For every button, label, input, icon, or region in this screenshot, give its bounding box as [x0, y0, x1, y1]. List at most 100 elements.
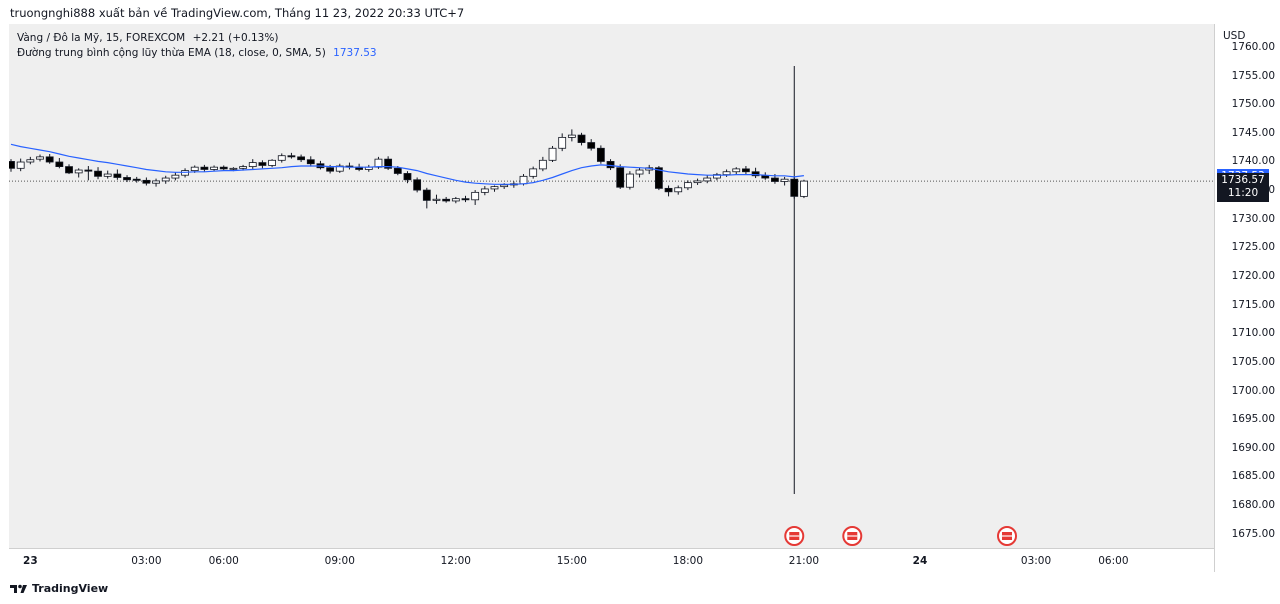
candle-body: [239, 166, 247, 169]
time-tick-label: 24: [912, 555, 928, 567]
time-tick-label: 18:00: [672, 555, 704, 567]
candle-body: [219, 166, 228, 170]
price-tick-label: 1700.00: [1231, 384, 1275, 397]
candle-body: [393, 167, 402, 174]
candle-body: [693, 180, 702, 184]
legend-change: +2.21 (+0.13%): [192, 32, 279, 44]
candle-body: [55, 161, 64, 167]
candle-body: [684, 182, 692, 189]
price-tick-label: 1755.00: [1231, 69, 1275, 82]
candle-body: [26, 159, 35, 163]
price-tick-label: 1715.00: [1231, 298, 1275, 311]
candle-body: [606, 161, 615, 169]
candle-body: [538, 159, 547, 170]
candle-body: [258, 162, 267, 166]
candle-body: [703, 177, 712, 182]
legend-ema-label[interactable]: Đường trung bình cộng lũy thừa EMA (18, …: [17, 47, 326, 59]
time-tick-label: 03:00: [1020, 555, 1052, 567]
publish-info: truongnghi888 xuất bản về TradingView.co…: [10, 6, 465, 20]
candle-body: [442, 198, 451, 202]
price-tick-label: 1680.00: [1231, 499, 1275, 512]
candle-body: [471, 191, 480, 201]
legend-symbol-row: Vàng / Đô la Mỹ, 15, FOREXCOM +2.21 (+0.…: [17, 32, 278, 44]
candle-body: [152, 180, 160, 184]
candle-body: [171, 174, 180, 179]
countdown-text: 11:20: [1227, 187, 1259, 200]
candle-body: [790, 178, 799, 197]
currency-label[interactable]: USD: [1223, 30, 1246, 42]
candle-body: [780, 178, 789, 182]
time-tick-label: 12:00: [440, 555, 471, 567]
candle-body: [277, 155, 286, 161]
candle-body: [306, 159, 315, 165]
price-tick-label: 1760.00: [1231, 40, 1275, 53]
candle-body: [500, 184, 509, 188]
candle-body: [558, 136, 567, 149]
ema-line: [10, 143, 804, 185]
time-tick-label: 21:00: [788, 555, 820, 567]
time-tick-label: 03:00: [131, 555, 162, 567]
candle-body: [36, 156, 44, 160]
candle-body: [9, 161, 15, 169]
legend-symbol[interactable]: Vàng / Đô la Mỹ, 15, FOREXCOM: [17, 32, 186, 44]
candle-body: [142, 179, 151, 184]
candle-body: [451, 198, 460, 202]
candle-body: [94, 170, 102, 177]
candle-body: [654, 167, 663, 189]
chart-pane[interactable]: Vàng / Đô la Mỹ, 15, FOREXCOM +2.21 (+0.…: [9, 24, 1214, 548]
legend-ema-value: 1737.53: [333, 47, 377, 59]
price-tick-label: 1705.00: [1231, 355, 1275, 368]
candle-body: [490, 186, 499, 190]
candle-body: [113, 173, 122, 178]
candle-body: [480, 188, 489, 193]
candle-body: [751, 171, 760, 177]
candle-body: [190, 166, 199, 172]
candle-body: [548, 147, 557, 161]
price-tick-label: 1745.00: [1231, 126, 1275, 139]
footer-brand[interactable]: TradingView: [10, 582, 108, 595]
candle-body: [326, 167, 335, 172]
price-tick-label: 1750.00: [1231, 98, 1275, 111]
price-tick-label: 1710.00: [1231, 327, 1275, 340]
candle-body: [403, 173, 412, 181]
last-price-text: 1736.57: [1221, 174, 1265, 187]
candle-body: [384, 158, 393, 169]
price-tick-label: 1685.00: [1231, 470, 1275, 483]
candle-body: [16, 161, 25, 169]
price-axis[interactable]: USD 1760.00 1755.00 1750.00 1745.00 1740.00 1…: [1214, 24, 1280, 572]
candle-body: [674, 187, 683, 193]
time-tick-label: 06:00: [1098, 555, 1129, 567]
candle-body: [461, 198, 470, 201]
candle-body: [45, 156, 54, 163]
candle-body: [248, 162, 257, 167]
price-tick-label: 1740.00: [1231, 155, 1275, 168]
footer-brand-text: TradingView: [32, 582, 109, 595]
time-axis[interactable]: 23 03:00 06:00 09:00 12:00 15:00 18:00 21:00 24 0…: [9, 548, 1214, 573]
candle-body: [132, 178, 141, 181]
candle-body: [800, 180, 808, 197]
time-tick-label: 06:00: [208, 555, 239, 567]
candle-body: [519, 175, 528, 185]
candle-body: [722, 171, 731, 176]
candle-body: [616, 167, 625, 188]
chart-canvas[interactable]: [9, 24, 1214, 548]
candle-body: [123, 177, 131, 181]
time-tick-label: 09:00: [324, 555, 355, 567]
candle-body: [771, 177, 779, 182]
candle-body: [625, 173, 634, 188]
candle-body: [587, 142, 596, 149]
candle-body: [374, 158, 383, 168]
candle-body: [413, 179, 422, 191]
candle-body: [635, 169, 644, 175]
candle-body: [268, 159, 276, 166]
tradingview-logo-icon: [10, 584, 27, 593]
candle-body: [210, 166, 218, 170]
candle-body: [596, 147, 605, 162]
candle-body: [422, 189, 431, 201]
candle-body: [567, 134, 576, 138]
candle-body: [103, 173, 112, 177]
candle-body: [287, 155, 296, 158]
candle-body: [529, 168, 538, 177]
price-tick-label: 1690.00: [1231, 441, 1275, 454]
candle-body: [761, 175, 770, 179]
